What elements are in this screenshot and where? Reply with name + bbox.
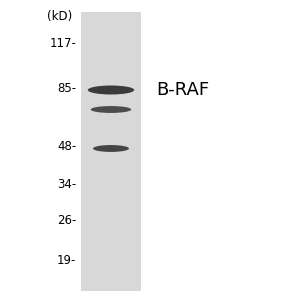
Text: 48-: 48- bbox=[57, 140, 76, 154]
Text: (kD): (kD) bbox=[47, 10, 72, 23]
Ellipse shape bbox=[91, 106, 131, 113]
Text: 19-: 19- bbox=[57, 254, 76, 268]
Text: 117-: 117- bbox=[50, 37, 76, 50]
Text: 26-: 26- bbox=[57, 214, 76, 227]
Text: 85-: 85- bbox=[57, 82, 76, 95]
FancyBboxPatch shape bbox=[81, 12, 141, 291]
Text: B-RAF: B-RAF bbox=[156, 81, 209, 99]
Text: 34-: 34- bbox=[57, 178, 76, 191]
Ellipse shape bbox=[88, 85, 134, 94]
Ellipse shape bbox=[93, 145, 129, 152]
